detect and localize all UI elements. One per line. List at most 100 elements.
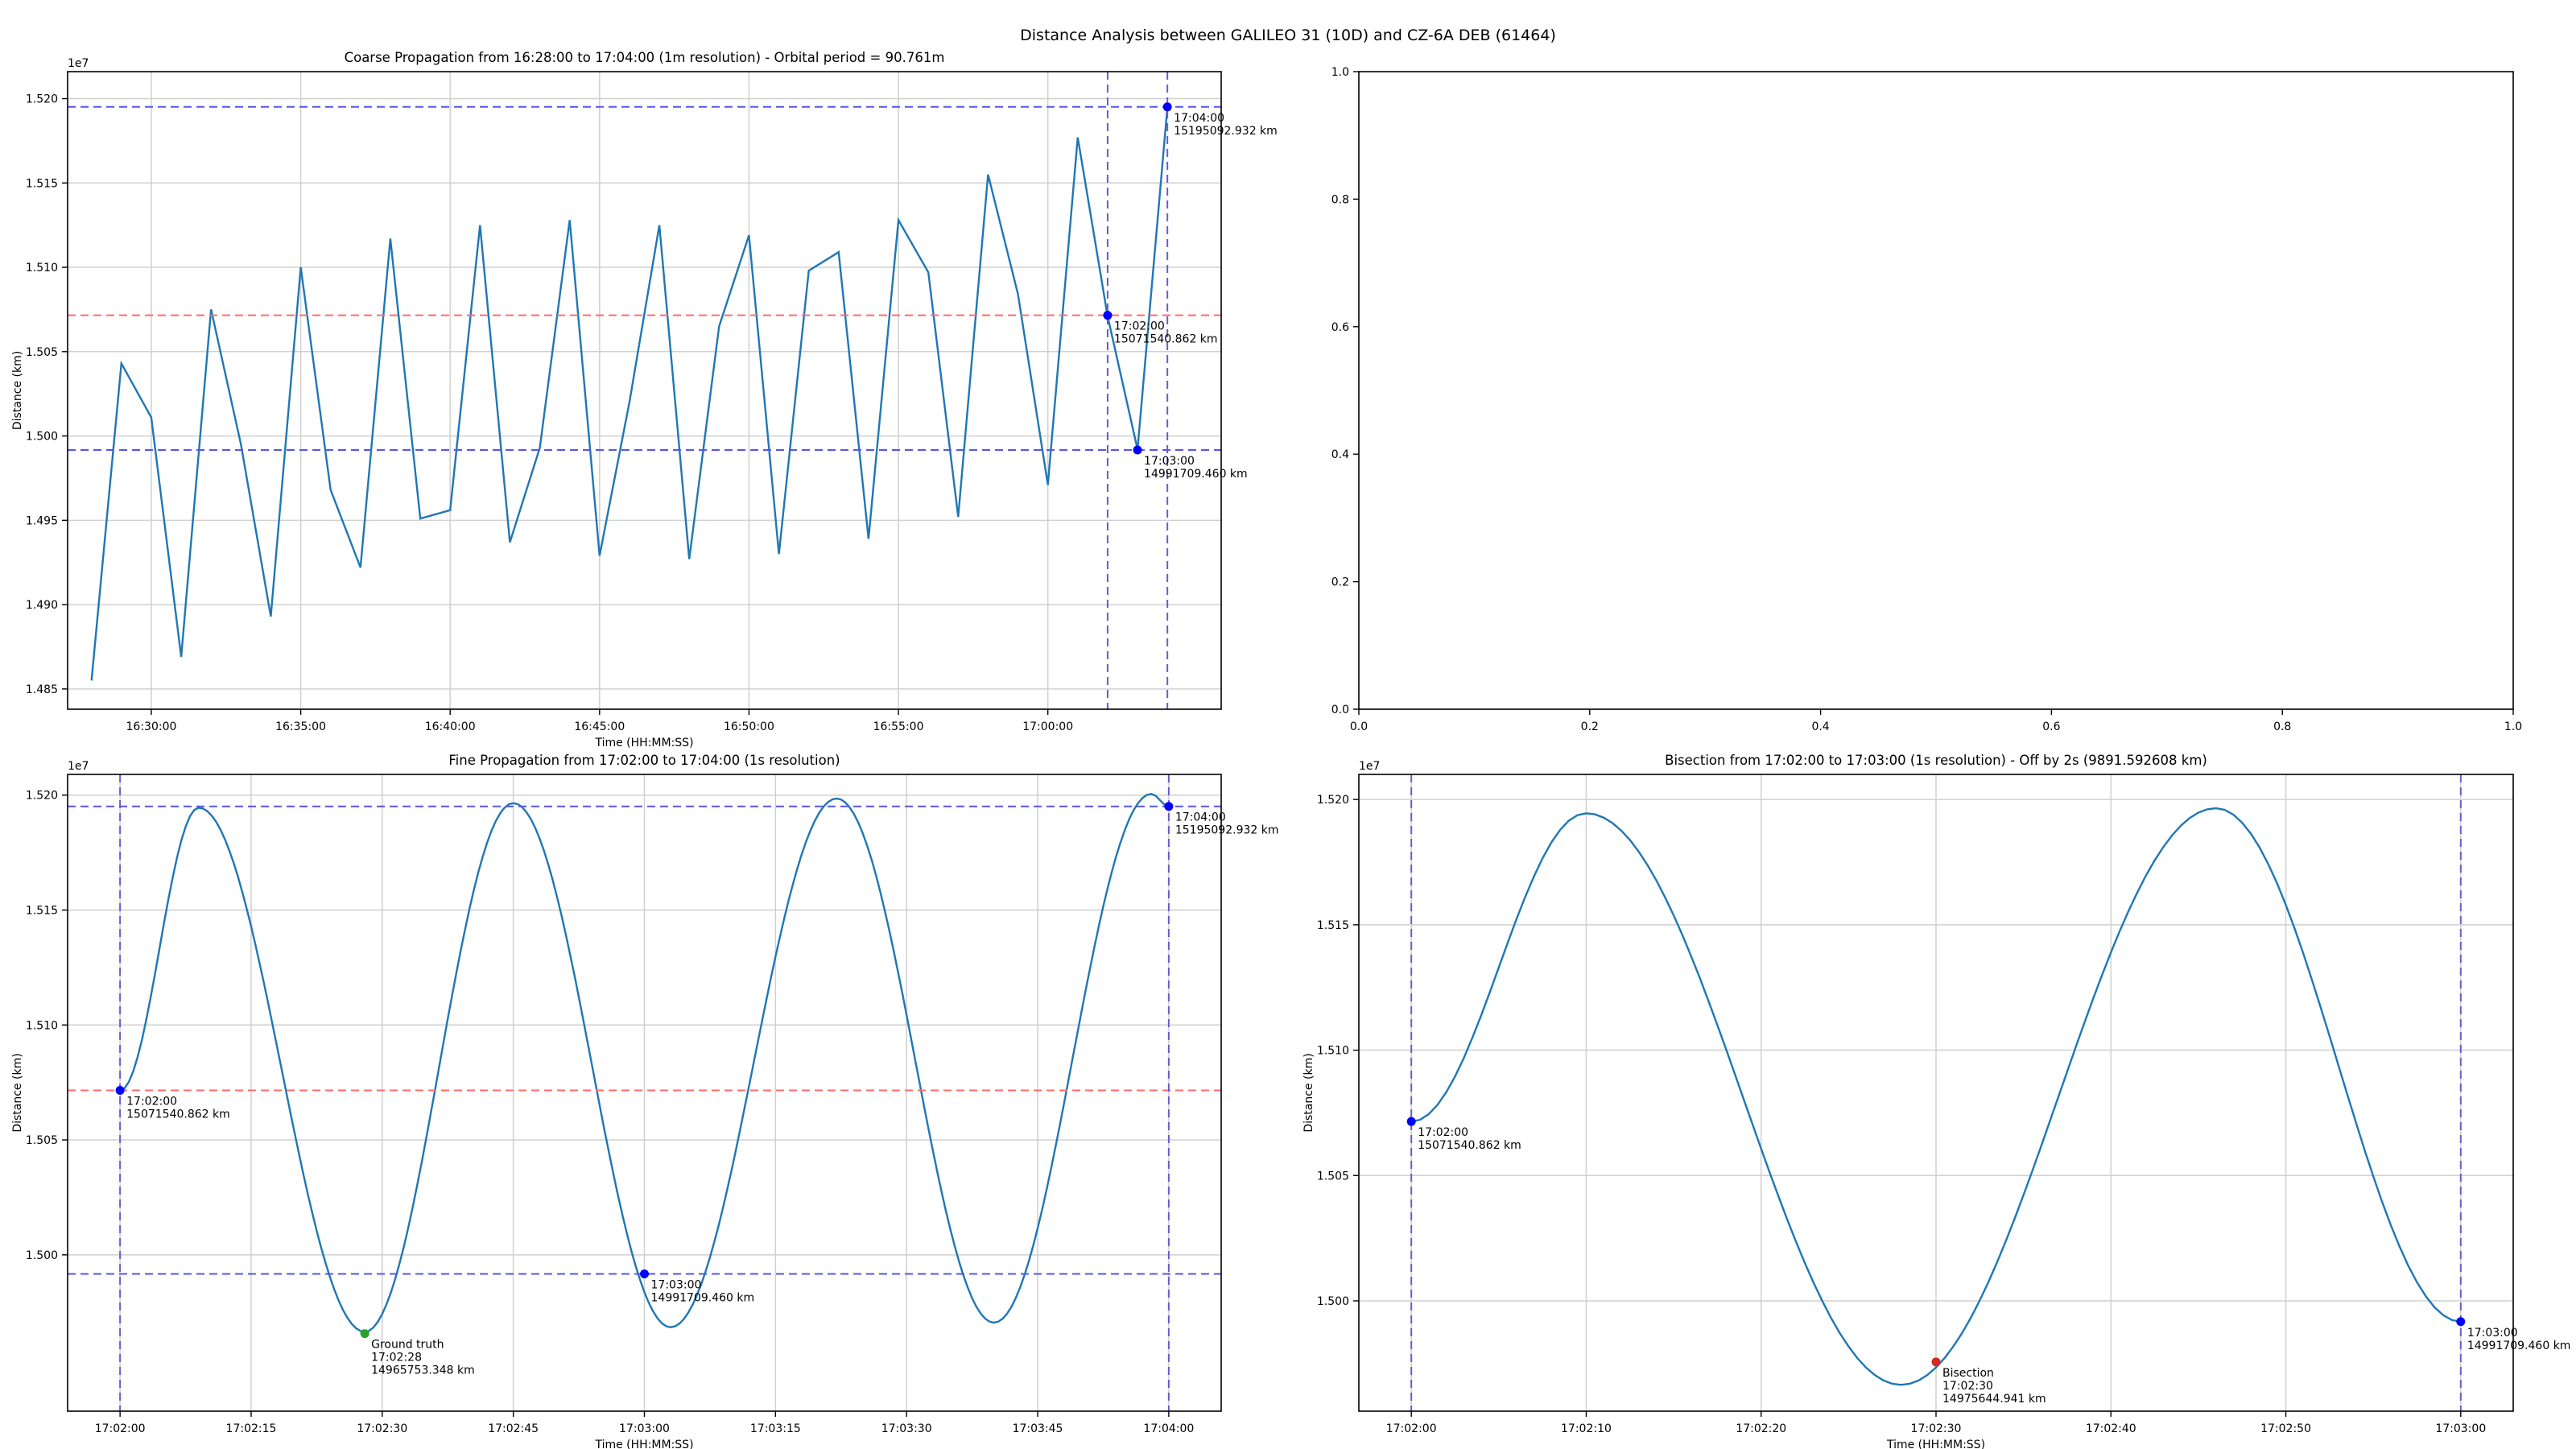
y-axis-label: Distance (km) [11, 351, 24, 430]
x-tick-label: 17:03:45 [1013, 1422, 1063, 1435]
data-point-marker [2456, 1317, 2466, 1327]
y-axis-label: Distance (km) [11, 1053, 24, 1132]
x-tick-label: 17:02:30 [357, 1422, 407, 1435]
x-tick-label: 17:04:00 [1143, 1422, 1194, 1435]
x-tick-label: 16:55:00 [873, 720, 924, 733]
y-tick-label: 1.490 [26, 599, 58, 612]
y-tick-label: 1.510 [26, 262, 58, 275]
ground-truth-label: 14965753.348 km [371, 1364, 475, 1377]
data-point-label: 17:03:00 [1144, 455, 1195, 468]
data-point-label: 15195092.932 km [1175, 824, 1279, 837]
x-tick-label: 0.6 [2042, 720, 2060, 733]
y-tick-label: 1.505 [26, 346, 58, 359]
data-point-label: 15071540.862 km [126, 1108, 230, 1121]
bisection-label: 14975644.941 km [1942, 1393, 2046, 1406]
x-axis-label: Time (HH:MM:SS) [594, 737, 693, 749]
data-point-marker [1406, 1117, 1416, 1126]
axes-frame [1358, 71, 2514, 710]
chart-title: Coarse Propagation from 16:28:00 to 17:0… [345, 50, 945, 65]
x-tick-label: 17:02:10 [1561, 1422, 1612, 1435]
data-point-label: 17:02:00 [1418, 1126, 1468, 1139]
y-tick-label: 0.4 [1331, 448, 1349, 461]
y-scale-offset: 1e7 [68, 760, 89, 773]
data-point-marker [1162, 102, 1172, 112]
x-tick-label: 17:02:50 [2260, 1422, 2311, 1435]
data-point-marker [1164, 802, 1174, 811]
y-tick-label: 1.520 [26, 790, 58, 803]
y-scale-offset: 1e7 [1359, 760, 1380, 773]
data-point-marker [1103, 311, 1113, 320]
x-tick-label: 16:35:00 [275, 720, 326, 733]
data-point-marker [115, 1086, 125, 1096]
data-point-label: 17:02:00 [1114, 320, 1165, 333]
bisection-label: Bisection [1942, 1367, 1994, 1380]
x-tick-label: 1.0 [2504, 720, 2522, 733]
x-tick-label: 16:50:00 [724, 720, 774, 733]
x-tick-label: 17:00:00 [1022, 720, 1073, 733]
y-tick-label: 1.520 [1317, 794, 1349, 807]
data-point-label: 17:04:00 [1174, 112, 1224, 125]
y-tick-label: 1.515 [26, 177, 58, 190]
data-point-label: 14991709.460 km [651, 1291, 755, 1304]
x-tick-label: 0.4 [1811, 720, 1829, 733]
y-tick-label: 1.500 [26, 431, 58, 444]
y-scale-offset: 1e7 [68, 57, 89, 70]
x-tick-label: 17:02:45 [488, 1422, 539, 1435]
series-line [90, 106, 1169, 681]
x-tick-label: 17:03:15 [750, 1422, 801, 1435]
data-point-label: 15071540.862 km [1114, 333, 1218, 346]
y-tick-label: 1.485 [26, 683, 58, 696]
y-tick-label: 1.515 [26, 904, 58, 917]
figure-suptitle: Distance Analysis between GALILEO 31 (10… [1020, 27, 1556, 44]
bisection-label: 17:02:30 [1942, 1380, 1993, 1393]
data-point-label: 17:03:00 [651, 1278, 702, 1291]
y-tick-label: 1.520 [26, 93, 58, 106]
series-line [1410, 807, 2462, 1386]
data-point-label: 14991709.460 km [1144, 468, 1248, 481]
x-tick-label: 17:03:00 [619, 1422, 670, 1435]
y-tick-label: 0.8 [1331, 193, 1349, 206]
data-point-marker [640, 1269, 649, 1278]
x-tick-label: 17:03:30 [881, 1422, 932, 1435]
x-tick-label: 17:02:20 [1736, 1422, 1786, 1435]
x-tick-label: 17:03:00 [2435, 1422, 2486, 1435]
x-tick-label: 0.2 [1581, 720, 1599, 733]
x-tick-label: 17:02:30 [1911, 1422, 1962, 1435]
x-tick-label: 17:02:00 [95, 1422, 146, 1435]
x-tick-label: 0.0 [1350, 720, 1368, 733]
ground-truth-label: Ground truth [371, 1339, 444, 1352]
data-point-label: 15071540.862 km [1418, 1139, 1521, 1152]
y-tick-label: 1.0 [1331, 66, 1349, 79]
y-tick-label: 0.6 [1331, 321, 1349, 334]
data-point-label: 17:02:00 [126, 1096, 177, 1108]
data-point-marker [1133, 445, 1142, 455]
y-tick-label: 1.495 [26, 514, 58, 527]
data-point-label: 14991709.460 km [2467, 1340, 2571, 1352]
y-tick-label: 1.505 [1317, 1170, 1349, 1183]
bisection-marker [1931, 1357, 1941, 1367]
y-tick-label: 1.500 [26, 1249, 58, 1262]
x-tick-label: 16:30:00 [126, 720, 177, 733]
axes-frame [67, 71, 1222, 710]
y-tick-label: 1.515 [1317, 919, 1349, 932]
chart-title: Bisection from 17:02:00 to 17:03:00 (1s … [1665, 753, 2207, 768]
x-tick-label: 16:45:00 [574, 720, 625, 733]
x-tick-label: 16:40:00 [425, 720, 476, 733]
x-axis-label: Time (HH:MM:SS) [1886, 1439, 1985, 1449]
x-tick-label: 17:02:40 [2086, 1422, 2136, 1435]
chart-title: Fine Propagation from 17:02:00 to 17:04:… [448, 753, 840, 768]
data-point-label: 15195092.932 km [1174, 125, 1278, 138]
y-tick-label: 0.2 [1331, 576, 1349, 589]
ground-truth-label: 17:02:28 [371, 1352, 422, 1364]
y-tick-label: 1.500 [1317, 1295, 1349, 1308]
data-point-label: 17:03:00 [2467, 1327, 2518, 1340]
x-tick-label: 0.8 [2273, 720, 2291, 733]
x-tick-label: 17:02:15 [226, 1422, 277, 1435]
x-tick-label: 17:02:00 [1386, 1422, 1437, 1435]
y-tick-label: 1.510 [26, 1019, 58, 1032]
chart-empty: 0.0 0.2 0.4 0.6 0.8 1.0 0.0 0.2 0.4 0.6 0.8 1.0 [1331, 66, 2522, 733]
